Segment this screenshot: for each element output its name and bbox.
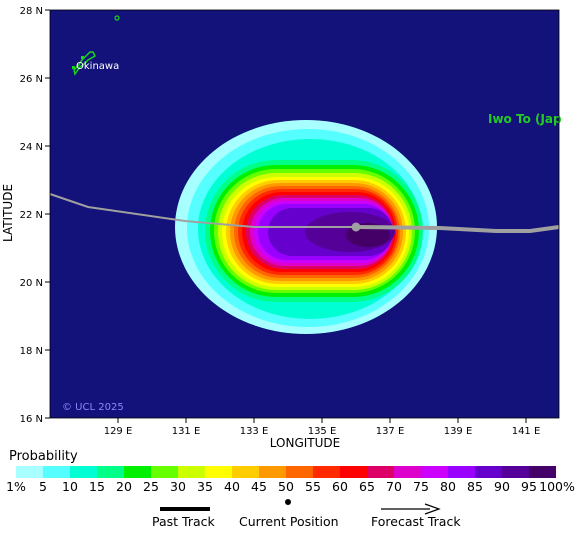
colorbar-label: 85 xyxy=(467,479,483,494)
colorbar-swatch xyxy=(205,466,232,478)
colorbar-label: 35 xyxy=(197,479,213,494)
colorbar-swatch xyxy=(421,466,448,478)
lat-label-18: 18 N xyxy=(20,346,43,357)
track-key xyxy=(160,499,441,515)
land-okinawa xyxy=(72,15,120,76)
colorbar-swatch xyxy=(502,466,529,478)
longitude-axis: 129 E 131 E 133 E 135 E 137 E 139 E 141 … xyxy=(104,418,541,450)
lon-label-131: 131 E xyxy=(172,426,201,437)
colorbar-swatch xyxy=(151,466,178,478)
colorbar-label: 70 xyxy=(386,479,402,494)
colorbar-label: 60 xyxy=(332,479,348,494)
colorbar-label: 5 xyxy=(39,479,47,494)
colorbar-swatch xyxy=(97,466,124,478)
past-track-label: Past Track xyxy=(152,514,215,529)
lon-label-139: 139 E xyxy=(444,426,473,437)
lon-label-135: 135 E xyxy=(308,426,337,437)
colorbar-swatch xyxy=(232,466,259,478)
okinawa-island xyxy=(73,51,96,76)
colorbar-swatch xyxy=(16,466,43,478)
colorbar-swatch xyxy=(448,466,475,478)
x-axis-title: LONGITUDE xyxy=(270,436,340,450)
colorbar-label: 65 xyxy=(359,479,375,494)
forecast-track-label: Forecast Track xyxy=(371,514,461,529)
past-track-line xyxy=(49,193,356,228)
colorbar-label: 95 xyxy=(521,479,537,494)
colorbar-label: 1% xyxy=(6,479,26,494)
lon-label-133: 133 E xyxy=(240,426,269,437)
colorbar-swatch xyxy=(70,466,97,478)
colorbar-label: 75 xyxy=(413,479,429,494)
colorbar-label: 90 xyxy=(494,479,510,494)
colorbar-swatch xyxy=(286,466,313,478)
current-position-marker xyxy=(351,222,361,232)
current-position-key-dot xyxy=(285,499,291,505)
colorbar-swatch xyxy=(124,466,151,478)
colorbar-label: 40 xyxy=(224,479,240,494)
colorbar-label: 50 xyxy=(278,479,294,494)
colorbar-swatch xyxy=(394,466,421,478)
lat-label-22: 22 N xyxy=(20,210,43,221)
probability-colorbar xyxy=(16,466,556,478)
current-position-label: Current Position xyxy=(239,514,339,529)
okinawa-islet xyxy=(81,56,84,59)
place-label-iwoto: Iwo To (Jap xyxy=(488,112,562,126)
colorbar-label: 25 xyxy=(143,479,159,494)
colorbar-swatch xyxy=(43,466,70,478)
colorbar-swatch xyxy=(340,466,367,478)
lat-label-20: 20 N xyxy=(20,278,43,289)
probability-contours xyxy=(175,120,437,334)
legend-title: Probability xyxy=(9,449,78,464)
colorbar-swatch xyxy=(529,466,556,478)
colorbar-label: 55 xyxy=(305,479,321,494)
okinawa-islet xyxy=(72,66,75,69)
colorbar-label: 30 xyxy=(170,479,186,494)
forecast-track-line xyxy=(355,225,560,233)
colorbar-label: 80 xyxy=(440,479,456,494)
lat-label-24: 24 N xyxy=(20,142,43,153)
y-axis-title: LATITUDE xyxy=(1,184,15,242)
colorbar-swatch xyxy=(259,466,286,478)
colorbar-label: 100% xyxy=(539,479,575,494)
lon-label-141: 141 E xyxy=(512,426,541,437)
lat-label-16: 16 N xyxy=(20,414,43,425)
place-label-okinawa: Okinawa xyxy=(76,61,119,72)
lat-label-28: 28 N xyxy=(20,6,43,17)
forecast-arrow-icon xyxy=(424,503,441,515)
colorbar-swatch xyxy=(367,466,394,478)
colorbar-swatch xyxy=(475,466,502,478)
colorbar-label: 45 xyxy=(251,479,267,494)
colorbar-label: 20 xyxy=(116,479,132,494)
colorbar-swatch xyxy=(313,466,340,478)
copyright-text: © UCL 2025 xyxy=(62,402,124,413)
lon-label-129: 129 E xyxy=(104,426,133,437)
colorbar-label: 15 xyxy=(89,479,105,494)
latitude-axis: 28 N 26 N 24 N 22 N 20 N 18 N 16 N LATIT… xyxy=(1,6,50,425)
colorbar-swatch xyxy=(178,466,205,478)
colorbar-label: 10 xyxy=(62,479,78,494)
lat-label-26: 26 N xyxy=(20,74,43,85)
amami-islet xyxy=(114,15,120,21)
lon-label-137: 137 E xyxy=(376,426,405,437)
colorbar-labels: 1% 5 10 15 20 25 30 35 40 45 50 55 60 65… xyxy=(0,479,580,495)
